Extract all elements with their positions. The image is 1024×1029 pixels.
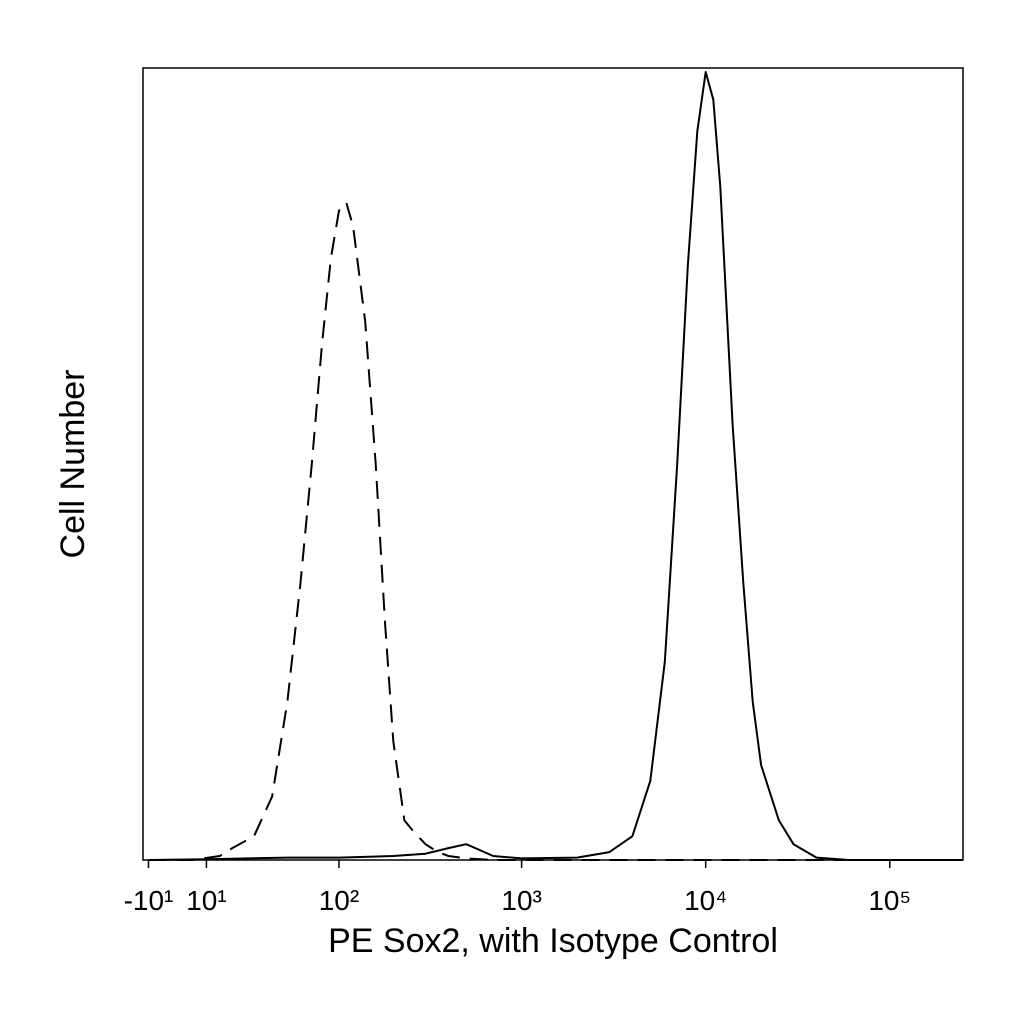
x-tick-label: -10¹ xyxy=(124,885,174,916)
y-axis-label: Cell Number xyxy=(54,370,92,559)
x-tick-label: 10² xyxy=(319,885,359,916)
x-tick-label: 10⁵ xyxy=(868,885,911,916)
x-tick-label: 10⁴ xyxy=(684,885,727,916)
x-axis-label: PE Sox2, with Isotype Control xyxy=(328,922,778,960)
histogram-line xyxy=(148,201,963,861)
plot-frame xyxy=(142,67,964,861)
x-tick-label: 10¹ xyxy=(186,885,226,916)
x-tick-label: 10³ xyxy=(501,885,541,916)
histogram-line xyxy=(148,71,963,861)
